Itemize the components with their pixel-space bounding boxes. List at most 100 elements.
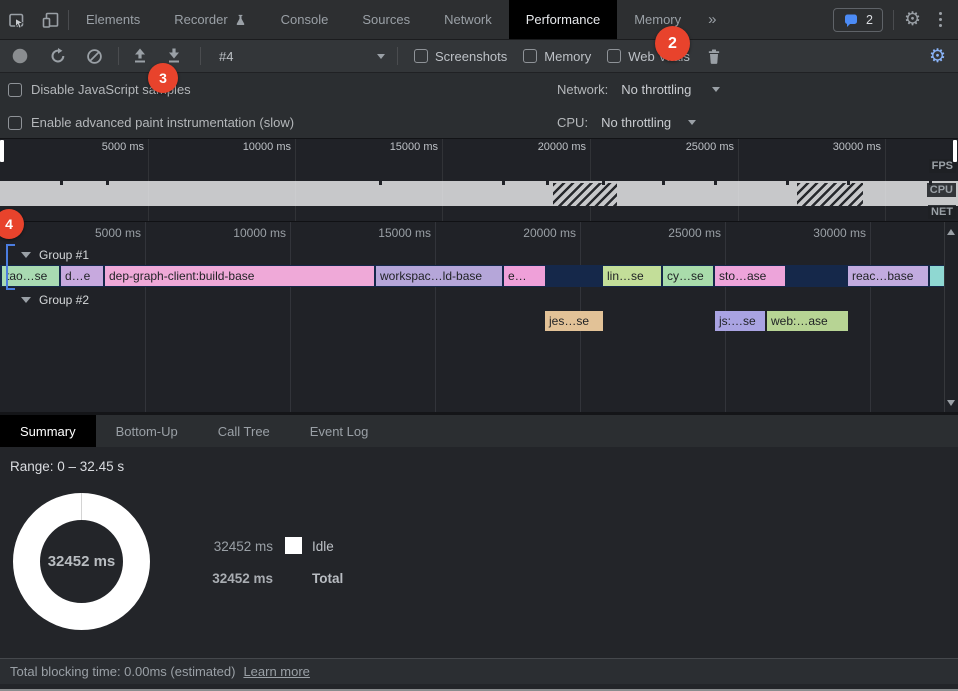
ruler-tick-label: 5000 ms [101, 141, 144, 153]
divider [397, 47, 398, 65]
grid-line [870, 222, 871, 412]
cpu-band-notch [106, 181, 109, 185]
screenshots-checkbox[interactable]: Screenshots [414, 49, 507, 64]
cpu-band-notch [60, 181, 63, 185]
ruler-tick-label: 30000 ms [832, 141, 881, 153]
scrollbar-down-arrow-icon[interactable] [947, 400, 955, 406]
record-button[interactable] [11, 47, 29, 65]
timeline-event-bar[interactable]: e… [504, 266, 545, 286]
advanced-paint-label: Enable advanced paint instrumentation (s… [31, 115, 295, 130]
grid-line [148, 139, 149, 221]
checkbox-box[interactable] [523, 49, 538, 63]
tab-summary[interactable]: Summary [0, 415, 96, 447]
checkbox-label: Memory [544, 48, 592, 64]
settings-gear-icon[interactable]: ⚙ [903, 9, 921, 30]
network-throttling-select[interactable]: No throttling [621, 82, 692, 97]
divider [892, 9, 894, 30]
cpu-busy-hatch [797, 183, 863, 206]
ruler-tick-label: 25000 ms [685, 141, 734, 153]
tab-label: Elements [86, 12, 141, 27]
capture-options: Disable JavaScript samples Enable advanc… [0, 73, 958, 139]
tab-memory[interactable]: Memory [617, 0, 698, 39]
trash-icon[interactable] [706, 48, 722, 65]
tab-performance[interactable]: Performance [508, 0, 618, 39]
timeline-event-bar[interactable]: tao…se [2, 266, 59, 286]
reload-and-record-button[interactable] [49, 47, 67, 65]
flame-chart[interactable]: Group #1 Group #2 5000 ms 10000 ms 15000 m… [0, 222, 958, 412]
disable-js-samples-checkbox[interactable] [8, 82, 22, 97]
tab-sources[interactable]: Sources [345, 0, 427, 39]
inspect-element-button[interactable] [0, 0, 34, 39]
tab-label: Sources [362, 12, 411, 27]
chevron-down-icon[interactable] [688, 120, 697, 125]
memory-checkbox[interactable]: Memory [523, 49, 591, 64]
tab-network[interactable]: Network [427, 0, 509, 39]
checkbox-box[interactable] [607, 49, 622, 63]
advanced-paint-checkbox[interactable] [8, 115, 22, 130]
chat-count: 2 [866, 12, 873, 27]
chevrons-icon: » [708, 11, 717, 28]
device-toolbar-button[interactable] [34, 0, 68, 39]
ruler-tick-label: 20000 ms [523, 226, 576, 240]
checkbox-label: Screenshots [435, 48, 508, 64]
timeline-event-bar[interactable]: dep-graph-client:build-base [105, 266, 374, 286]
scrollbar-up-arrow-icon[interactable] [947, 229, 955, 235]
overview-window-left-handle[interactable] [0, 140, 4, 162]
performance-toolbar: #4 Screenshots Memory Web Vitals ⚙ [0, 40, 958, 73]
load-profile-button[interactable] [131, 47, 149, 65]
tab-bottom-up[interactable]: Bottom-Up [96, 415, 198, 447]
save-profile-button[interactable] [165, 47, 183, 65]
timeline-event-bar[interactable]: sto…ase [715, 266, 785, 286]
cpu-band-notch [929, 181, 932, 185]
chevron-down-icon[interactable] [377, 53, 385, 59]
timeline-overview[interactable]: FPS CPU NET 5000 ms 10000 ms 15000 ms 20000… [0, 139, 958, 222]
tab-event-log[interactable]: Event Log [290, 415, 389, 447]
cpu-band-notch [847, 181, 850, 185]
ruler-tick-label: 10000 ms [242, 141, 291, 153]
scrollbar-track[interactable] [944, 222, 945, 412]
group-label: Group #2 [39, 293, 90, 307]
ruler-tick-label: 30000 ms [813, 226, 866, 240]
chat-button[interactable]: 2 [833, 7, 883, 32]
timeline-event-bar[interactable]: workspac…ld-base [376, 266, 502, 286]
capture-settings-gear-icon[interactable]: ⚙ [928, 45, 946, 67]
cpu-band-notch [786, 181, 789, 185]
group-2-header[interactable]: Group #2 [21, 293, 89, 307]
grid-line [290, 222, 291, 412]
tab-call-tree[interactable]: Call Tree [198, 415, 290, 447]
tab-elements[interactable]: Elements [69, 0, 157, 39]
tab-recorder[interactable]: Recorder [157, 0, 263, 39]
devtools-tabbar: Elements Recorder Console Sources Networ… [0, 0, 958, 40]
legend-idle-value: 32452 ms [213, 539, 273, 554]
chat-bubble-icon [845, 14, 857, 27]
tab-label: Call Tree [217, 423, 270, 439]
grid-line [885, 139, 886, 221]
timeline-event-bar[interactable]: js:…se [715, 311, 765, 331]
tab-label: Network [444, 12, 492, 27]
timeline-event-bar[interactable]: lin…se [603, 266, 661, 286]
overview-window-right-handle[interactable] [953, 140, 957, 162]
timeline-event-bar[interactable]: cy…se [663, 266, 713, 286]
timeline-event-bar[interactable] [930, 266, 944, 286]
timeline-event-bar[interactable]: reac…base [848, 266, 928, 286]
checkbox-box[interactable] [414, 49, 428, 63]
chevron-down-icon[interactable] [712, 87, 721, 92]
group-1-header[interactable]: Group #1 [21, 248, 89, 262]
timeline-event-bar[interactable]: jes…se [545, 311, 603, 331]
learn-more-link[interactable]: Learn more [243, 664, 310, 679]
ruler-tick-label: 15000 ms [378, 226, 431, 240]
history-select[interactable]: #4 [219, 48, 234, 64]
tab-console[interactable]: Console [264, 0, 346, 39]
kebab-menu-icon[interactable] [931, 12, 950, 27]
divider [200, 47, 201, 65]
more-tabs-button[interactable]: » [698, 0, 726, 39]
triangle-down-icon [21, 252, 31, 258]
ruler-tick-label: 25000 ms [668, 226, 721, 240]
cpu-throttling-select[interactable]: No throttling [601, 115, 672, 130]
grid-line [738, 139, 739, 221]
timeline-event-bar[interactable]: web:…ase [767, 311, 848, 331]
cpu-band-notch [662, 181, 665, 185]
clear-recording-button[interactable] [86, 48, 103, 65]
tab-label: Memory [634, 12, 682, 27]
timeline-event-bar[interactable]: d…e [61, 266, 103, 286]
